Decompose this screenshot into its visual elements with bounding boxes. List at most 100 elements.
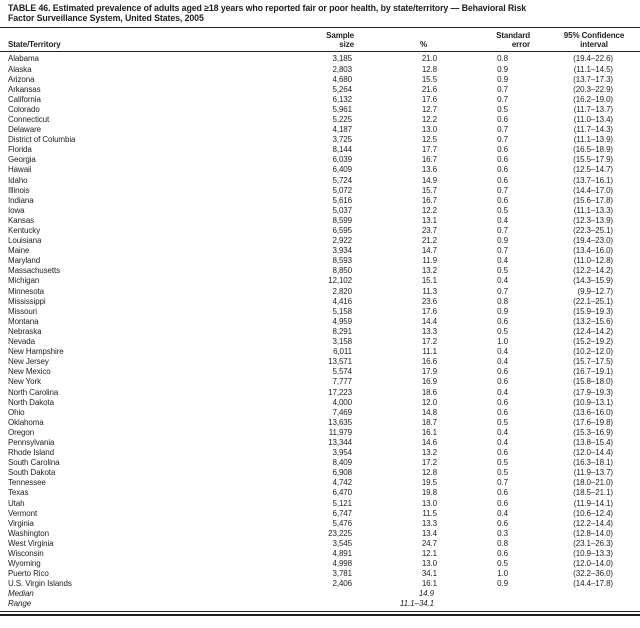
confidence-interval-cell: (10.9–13.1) [573, 397, 613, 407]
percent-cell: 16.9 [421, 377, 437, 387]
percent-cell: 15.5 [421, 74, 437, 84]
confidence-interval-cell: (11.1–14.5) [573, 64, 613, 74]
sample-size-cell: 3,158 [332, 337, 352, 347]
table-row: Alaska 2,803 12.8 0.9 (11.1–14.5) [0, 65, 640, 75]
standard-error-cell: 0.3 [497, 528, 508, 538]
state-cell: Maryland [8, 256, 41, 266]
sample-size-cell: 3,954 [332, 448, 352, 458]
state-cell: District of Columbia [8, 135, 76, 145]
state-cell: Florida [8, 145, 32, 155]
standard-error-cell: 0.8 [497, 296, 508, 306]
sample-size-cell: 2,803 [332, 64, 352, 74]
se-header-line1: Standard [496, 31, 530, 41]
state-cell: Vermont [8, 508, 38, 518]
percent-cell: 23.7 [421, 226, 437, 235]
table-title-line1: TABLE 46. Estimated prevalence of adults… [8, 3, 527, 13]
confidence-interval-cell: (11.1–13.9) [573, 135, 613, 145]
summary-label-cell: Median [8, 589, 34, 599]
confidence-interval-cell: (13.6–16.0) [573, 407, 613, 417]
percent-cell: 14.9 [418, 589, 434, 599]
confidence-interval-cell: (11.7–13.7) [573, 104, 613, 114]
table-row: District of Columbia 3,725 12.5 0.7 (11.1–13… [0, 135, 640, 145]
percent-cell: 17.2 [421, 337, 437, 347]
confidence-interval-cell: (10.2–12.0) [573, 347, 613, 357]
state-cell: Louisiana [8, 236, 42, 246]
table-row: North Dakota 4,000 12.0 0.6 (10.9–13.1) [0, 398, 640, 408]
confidence-interval-cell: (11.1–13.3) [573, 205, 613, 215]
table-row: Connecticut 5,225 12.2 0.6 (11.0–13.4) [0, 115, 640, 125]
percent-cell: 12.2 [421, 205, 437, 215]
table-row: Washington 23,225 13.4 0.3 (12.8–14.0) [0, 529, 640, 539]
se-header-line2: error [511, 40, 530, 50]
confidence-interval-cell: (10.9–13.3) [573, 549, 613, 558]
percent-cell: 13.3 [421, 518, 437, 528]
sample-header-line1: Sample [326, 31, 354, 41]
confidence-interval-cell: (14.4–17.8) [573, 579, 613, 589]
standard-error-cell [444, 599, 534, 609]
sample-size-cell: 23,225 [328, 528, 352, 538]
sample-size-cell: 8,144 [332, 145, 352, 155]
sample-size-cell: 3,781 [332, 569, 352, 579]
state-cell: U.S. Virgin Islands [8, 579, 72, 589]
percent-cell: 12.8 [421, 64, 437, 74]
confidence-interval-cell: (11.7–14.3) [573, 125, 613, 135]
percent-cell: 23.6 [421, 296, 437, 306]
state-cell: South Dakota [8, 468, 56, 478]
confidence-interval-cell: (19.4–22.6) [573, 54, 613, 64]
standard-error-cell: 0.5 [497, 205, 508, 215]
table-title-line2: Factor Surveillance System, United State… [8, 13, 204, 24]
sample-header-line2: size [339, 40, 354, 50]
table-row: Idaho 5,724 14.9 0.6 (13.7–16.1) [0, 176, 640, 186]
table-body: Alabama 3,185 21.0 0.8 (19.4–22.6) Alaska 2,80… [0, 52, 640, 610]
state-cell: Illinois [8, 185, 30, 195]
table-row: Mississippi 4,416 23.6 0.8 (22.1–25.1) [0, 297, 640, 307]
table-row: Vermont 6,747 11.5 0.4 (10.6–12.4) [0, 509, 640, 519]
standard-error-cell: 0.6 [497, 175, 508, 185]
state-cell: Oklahoma [8, 417, 44, 427]
sample-size-cell: 8,593 [332, 256, 352, 266]
percent-cell: 16.7 [421, 155, 437, 165]
percent-cell: 12.7 [421, 104, 437, 114]
table-row: New Mexico 5,574 17.9 0.6 (16.7–19.1) [0, 367, 640, 377]
sample-size-cell: 6,132 [332, 94, 352, 104]
confidence-interval-cell: (17.9–19.3) [573, 387, 613, 397]
standard-error-cell: 0.6 [497, 448, 508, 458]
standard-error-cell: 0.7 [497, 226, 508, 235]
sample-size-cell: 5,961 [332, 104, 352, 114]
percent-cell: 11.1–34.1 [399, 599, 434, 609]
table-row: Minnesota 2,820 11.3 0.7 (9.9–12.7) [0, 287, 640, 297]
table-row: Oregon 11,979 16.1 0.4 (15.3–16.9) [0, 428, 640, 438]
sample-size-cell: 5,476 [332, 518, 352, 528]
state-cell: Virginia [8, 518, 34, 528]
standard-error-cell: 0.7 [497, 125, 508, 135]
standard-error-cell: 0.4 [497, 357, 508, 367]
table-row: Missouri 5,158 17.6 0.9 (15.9–19.3) [0, 307, 640, 317]
sample-size-cell: 12,102 [328, 276, 352, 286]
state-cell: Indiana [8, 195, 34, 205]
standard-error-cell: 0.5 [497, 104, 508, 114]
sample-size-cell: 17,223 [328, 387, 352, 397]
sample-size-cell: 13,571 [328, 357, 352, 367]
ci-header-line1: 95% Confidence [563, 31, 625, 41]
ci-header-line2: interval [580, 40, 608, 50]
sample-size-cell: 3,545 [332, 538, 352, 548]
table-row: New York 7,777 16.9 0.6 (15.8–18.0) [0, 377, 640, 387]
sample-size-cell: 5,264 [332, 84, 352, 94]
sample-size-cell: 6,039 [332, 155, 352, 165]
column-header-percent: % [368, 28, 444, 53]
table-row: California 6,132 17.6 0.7 (16.2–19.0) [0, 95, 640, 105]
percent-cell: 11.5 [422, 508, 437, 518]
confidence-interval-cell: (15.3–16.9) [573, 427, 613, 437]
confidence-interval-cell: (12.4–14.2) [573, 326, 613, 336]
standard-error-cell: 0.4 [497, 387, 508, 397]
state-cell: Delaware [8, 125, 41, 135]
state-cell: Puerto Rico [8, 569, 49, 579]
table-bottom-rule [0, 610, 640, 616]
confidence-interval-cell: (11.9–14.1) [573, 498, 613, 508]
percent-cell: 21.0 [421, 54, 437, 64]
percent-cell: 14.9 [421, 175, 437, 185]
table-row: New Hampshire 6,011 11.1 0.4 (10.2–12.0) [0, 347, 640, 357]
state-cell: Arkansas [8, 84, 41, 94]
table-row: Florida 8,144 17.7 0.6 (16.5–18.9) [0, 145, 640, 155]
percent-cell: 17.6 [421, 306, 437, 316]
